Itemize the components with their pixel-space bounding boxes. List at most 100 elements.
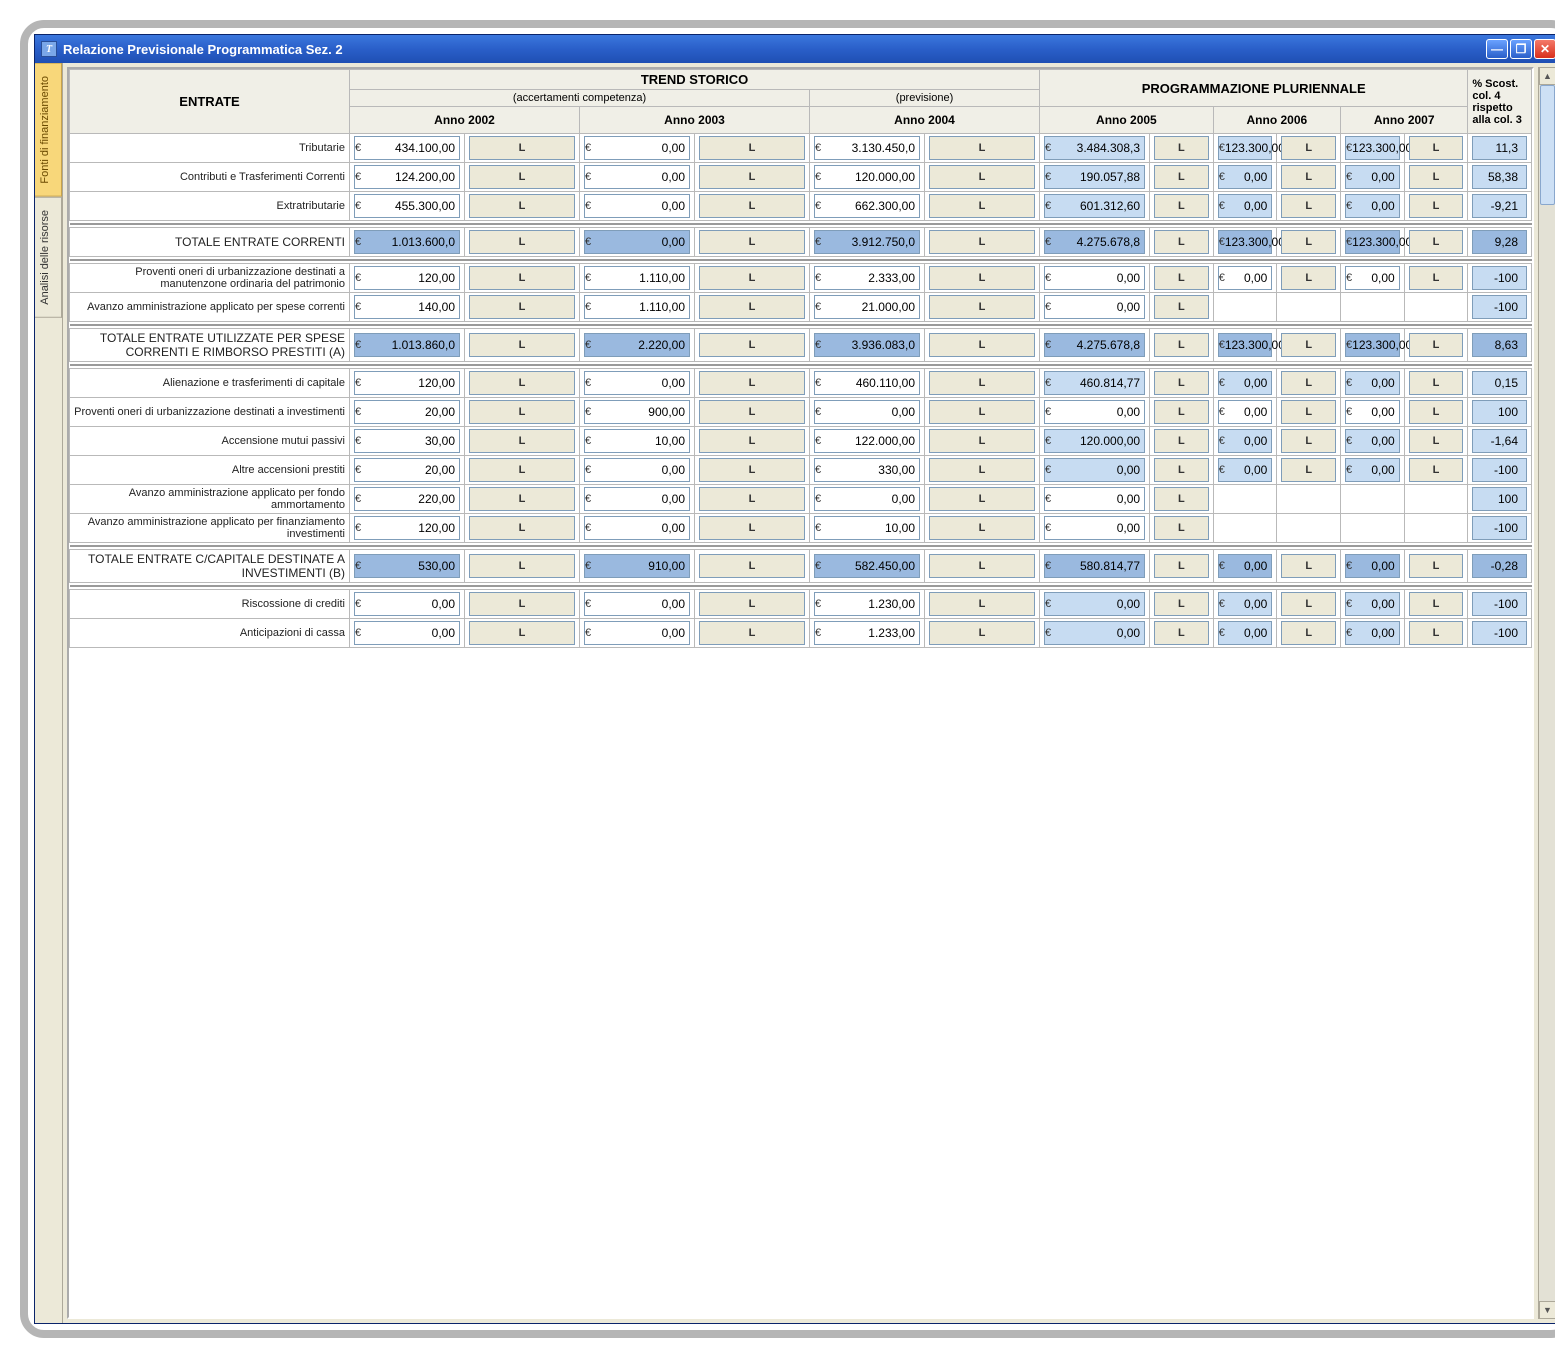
l-button[interactable]: L [1154,295,1209,319]
value-field[interactable]: €1.013.860,0 [354,333,460,357]
value-field[interactable]: €0,00 [1044,295,1145,319]
l-button[interactable]: L [699,266,805,290]
l-button[interactable]: L [699,621,805,645]
value-field[interactable]: €0,00 [1345,194,1400,218]
value-field[interactable]: €580.814,77 [1044,554,1145,578]
value-field[interactable]: €20,00 [354,400,460,424]
l-button[interactable]: L [1409,333,1464,357]
value-field[interactable]: €0,00 [584,136,690,160]
value-field[interactable]: €123.300,00 [1218,230,1273,254]
value-field[interactable]: €0,00 [1218,266,1273,290]
l-button[interactable]: L [929,230,1035,254]
value-field[interactable]: €1.013.600,0 [354,230,460,254]
value-field[interactable]: €10,00 [584,429,690,453]
value-field[interactable]: €120.000,00 [1044,429,1145,453]
l-button[interactable]: L [929,592,1035,616]
l-button[interactable]: L [929,136,1035,160]
l-button[interactable]: L [929,554,1035,578]
l-button[interactable]: L [929,295,1035,319]
value-field[interactable]: €123.300,00 [1345,230,1400,254]
l-button[interactable]: L [1409,136,1464,160]
l-button[interactable]: L [1409,592,1464,616]
l-button[interactable]: L [469,516,575,540]
l-button[interactable]: L [469,371,575,395]
value-field[interactable]: €120,00 [354,516,460,540]
l-button[interactable]: L [699,165,805,189]
l-button[interactable]: L [1409,429,1464,453]
l-button[interactable]: L [699,487,805,511]
value-field[interactable]: €530,00 [354,554,460,578]
l-button[interactable]: L [929,400,1035,424]
value-field[interactable]: €0,00 [1345,592,1400,616]
l-button[interactable]: L [1409,458,1464,482]
l-button[interactable]: L [1154,592,1209,616]
value-field[interactable]: €0,00 [584,230,690,254]
value-field[interactable]: €124.200,00 [354,165,460,189]
l-button[interactable]: L [1409,400,1464,424]
value-field[interactable]: €0,00 [584,516,690,540]
value-field[interactable]: €0,00 [1218,429,1273,453]
value-field[interactable]: €0,00 [1218,194,1273,218]
l-button[interactable]: L [699,458,805,482]
value-field[interactable]: €460.814,77 [1044,371,1145,395]
value-field[interactable]: €0,00 [1218,165,1273,189]
l-button[interactable]: L [1281,333,1336,357]
l-button[interactable]: L [1409,266,1464,290]
l-button[interactable]: L [469,554,575,578]
l-button[interactable]: L [1281,194,1336,218]
l-button[interactable]: L [929,429,1035,453]
value-field[interactable]: €455.300,00 [354,194,460,218]
l-button[interactable]: L [1281,230,1336,254]
value-field[interactable]: €0,00 [584,165,690,189]
value-field[interactable]: €601.312,60 [1044,194,1145,218]
l-button[interactable]: L [1409,371,1464,395]
scroll-track[interactable] [1539,85,1555,1301]
value-field[interactable]: €120.000,00 [814,165,920,189]
value-field[interactable]: €662.300,00 [814,194,920,218]
value-field[interactable]: €1.233,00 [814,621,920,645]
l-button[interactable]: L [1154,266,1209,290]
tab-analisi-risorse[interactable]: Analisi delle risorse [35,197,62,318]
l-button[interactable]: L [469,333,575,357]
l-button[interactable]: L [699,136,805,160]
value-field[interactable]: €3.936.083,0 [814,333,920,357]
value-field[interactable]: €330,00 [814,458,920,482]
scroll-up-arrow-icon[interactable]: ▲ [1539,67,1555,85]
value-field[interactable]: €0,00 [1044,621,1145,645]
value-field[interactable]: €0,00 [1218,458,1273,482]
l-button[interactable]: L [469,487,575,511]
value-field[interactable]: €0,00 [1218,592,1273,616]
l-button[interactable]: L [1409,621,1464,645]
l-button[interactable]: L [469,136,575,160]
l-button[interactable]: L [929,516,1035,540]
value-field[interactable]: €0,00 [1044,266,1145,290]
value-field[interactable]: €0,00 [1218,371,1273,395]
value-field[interactable]: €0,00 [814,487,920,511]
l-button[interactable]: L [1409,554,1464,578]
l-button[interactable]: L [469,592,575,616]
l-button[interactable]: L [1154,371,1209,395]
value-field[interactable]: €220,00 [354,487,460,511]
value-field[interactable]: €0,00 [1218,621,1273,645]
l-button[interactable]: L [1154,136,1209,160]
value-field[interactable]: €0,00 [1044,516,1145,540]
value-field[interactable]: €0,00 [354,592,460,616]
value-field[interactable]: €0,00 [1345,554,1400,578]
l-button[interactable]: L [699,333,805,357]
l-button[interactable]: L [699,400,805,424]
scroll-thumb[interactable] [1540,85,1555,205]
l-button[interactable]: L [469,230,575,254]
value-field[interactable]: €0,00 [1345,621,1400,645]
value-field[interactable]: €0,00 [1345,165,1400,189]
l-button[interactable]: L [1409,165,1464,189]
value-field[interactable]: €0,00 [1044,400,1145,424]
value-field[interactable]: €900,00 [584,400,690,424]
l-button[interactable]: L [929,194,1035,218]
value-field[interactable]: €3.484.308,3 [1044,136,1145,160]
value-field[interactable]: €1.110,00 [584,295,690,319]
l-button[interactable]: L [469,266,575,290]
l-button[interactable]: L [1154,487,1209,511]
value-field[interactable]: €190.057,88 [1044,165,1145,189]
value-field[interactable]: €120,00 [354,371,460,395]
value-field[interactable]: €0,00 [1345,400,1400,424]
